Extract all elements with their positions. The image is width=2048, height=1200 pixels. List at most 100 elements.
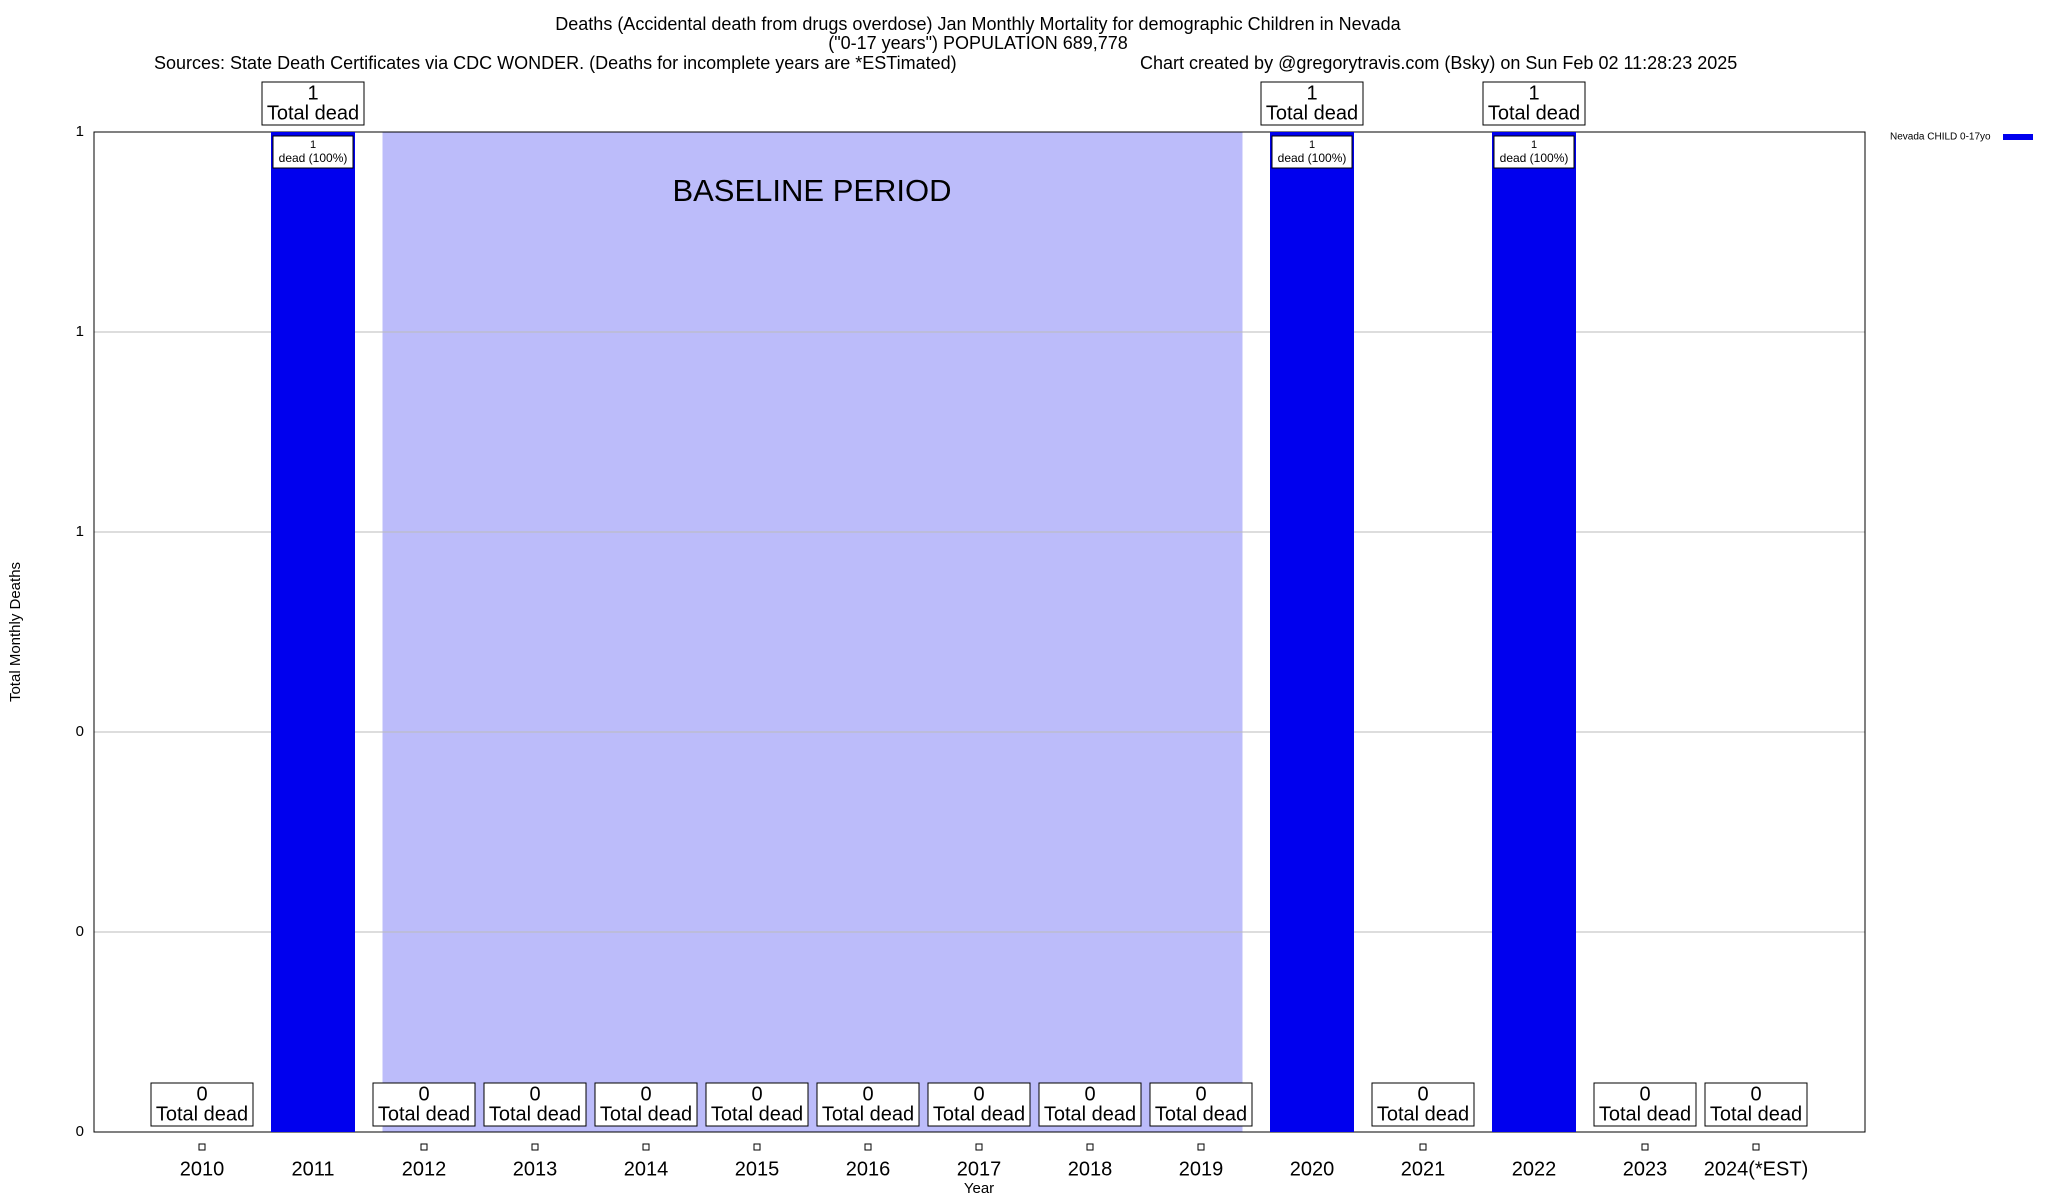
value-label: 0 [418,1083,429,1105]
credit: Chart created by @gregorytravis.com (Bsk… [1140,53,1737,73]
value-label: 0 [1195,1083,1206,1105]
tick-square [864,1143,872,1151]
x-tick-label: 2017 [957,1158,1002,1180]
value-label: 0 [529,1083,540,1105]
total-label: Total dead [1599,1103,1691,1125]
chart-subtitle: ("0-17 years") POPULATION 689,778 [828,33,1128,53]
value-box [372,1082,476,1127]
y-tick-label: 1 [76,123,84,140]
tick-square [198,1143,206,1151]
bar [271,132,355,1132]
total-label: Total dead [156,1103,248,1125]
x-axis-label: Year [964,1180,994,1197]
total-label: Total dead [1155,1103,1247,1125]
inner-box [1493,135,1575,169]
value-box [261,81,365,126]
total-label: Total dead [267,102,359,124]
inner-label: dead (100%) [1500,151,1569,165]
value-box [1371,1082,1475,1127]
value-label: 0 [1084,1083,1095,1105]
value-box [594,1082,698,1127]
inner-value: 1 [1531,139,1537,151]
value-box [816,1082,920,1127]
inner-box [1271,135,1353,169]
total-label: Total dead [822,1103,914,1125]
value-box [1593,1082,1697,1127]
x-tick-label: 2013 [513,1158,558,1180]
value-label: 0 [196,1083,207,1105]
total-label: Total dead [1377,1103,1469,1125]
tick-square [753,1143,761,1151]
value-box [483,1082,587,1127]
inner-label: dead (100%) [1278,151,1347,165]
value-box [150,1082,254,1127]
y-tick-label: 1 [76,523,84,540]
x-tick-label: 2022 [1512,1158,1557,1180]
inner-box [272,135,354,169]
x-tick-label: 2010 [180,1158,225,1180]
x-tick-label: 2014 [624,1158,669,1180]
total-label: Total dead [600,1103,692,1125]
value-label: 0 [1417,1083,1428,1105]
x-tick-label: 2021 [1401,1158,1446,1180]
total-label: Total dead [489,1103,581,1125]
y-tick-label: 0 [76,723,84,740]
value-label: 0 [751,1083,762,1105]
legend-label: Nevada CHILD 0-17yo [1890,132,1991,143]
x-tick-label: 2019 [1179,1158,1224,1180]
bar [1492,132,1576,1132]
total-label: Total dead [1044,1103,1136,1125]
inner-value: 1 [310,139,316,151]
value-label: 0 [640,1083,651,1105]
tick-square [1641,1143,1649,1151]
inner-value: 1 [1309,139,1315,151]
value-box [705,1082,809,1127]
value-label: 1 [307,82,318,104]
tick-square [642,1143,650,1151]
x-tick-label: 2018 [1068,1158,1113,1180]
plot-frame [93,131,1866,1133]
value-label: 1 [1528,82,1539,104]
tick-square [420,1143,428,1151]
value-box [927,1082,1031,1127]
value-label: 0 [1750,1083,1761,1105]
tick-square [531,1143,539,1151]
value-box [1149,1082,1253,1127]
inner-label: dead (100%) [279,151,348,165]
total-label: Total dead [711,1103,803,1125]
tick-square [1197,1143,1205,1151]
value-label: 1 [1306,82,1317,104]
total-label: Total dead [933,1103,1025,1125]
y-axis-label: Total Monthly Deaths [7,562,24,702]
value-label: 0 [973,1083,984,1105]
y-tick-label: 0 [76,1123,84,1140]
value-label: 0 [1639,1083,1650,1105]
baseline-label: BASELINE PERIOD [672,173,951,208]
value-label: 0 [862,1083,873,1105]
legend-swatch [2003,134,2033,140]
x-tick-label: 2020 [1290,1158,1335,1180]
x-tick-label: 2024(*EST) [1704,1158,1809,1180]
total-label: Total dead [1488,102,1580,124]
total-label: Total dead [1710,1103,1802,1125]
value-box [1704,1082,1808,1127]
x-tick-label: 2012 [402,1158,447,1180]
tick-square [1086,1143,1094,1151]
source: Sources: State Death Certificates via CD… [154,53,957,73]
value-box [1260,81,1364,126]
baseline-region [382,132,1243,1132]
chart-title: Deaths (Accidental death from drugs over… [555,14,1401,34]
bar [1270,132,1354,1132]
total-label: Total dead [378,1103,470,1125]
x-tick-label: 2016 [846,1158,891,1180]
x-tick-label: 2011 [291,1158,334,1180]
y-tick-label: 0 [76,923,84,940]
tick-square [975,1143,983,1151]
x-tick-label: 2023 [1623,1158,1668,1180]
tick-square [1419,1143,1427,1151]
value-box [1482,81,1586,126]
tick-square [1752,1143,1760,1151]
total-label: Total dead [1266,102,1358,124]
